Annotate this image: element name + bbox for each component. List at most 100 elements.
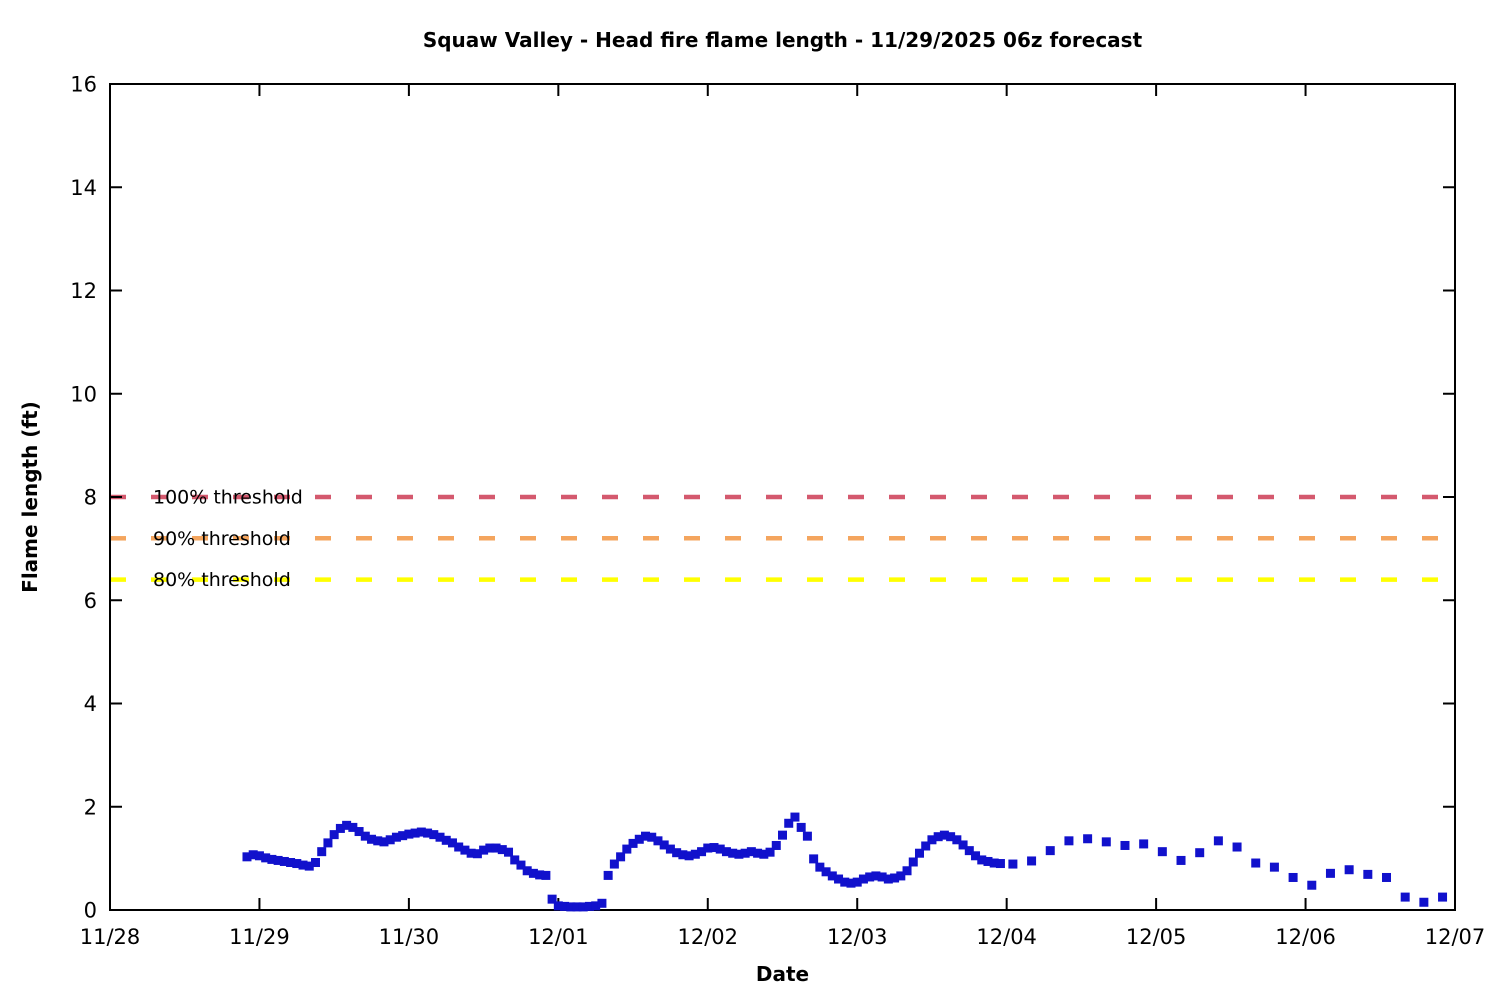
- y-tick-label: 2: [84, 795, 97, 819]
- y-tick-label: 0: [84, 899, 97, 923]
- data-point: [335, 823, 345, 833]
- data-point: [541, 870, 551, 880]
- data-point: [329, 830, 339, 840]
- data-point: [821, 867, 831, 877]
- x-tick-label: 12/04: [976, 925, 1037, 949]
- data-point: [572, 902, 582, 912]
- data-point: [778, 830, 787, 840]
- data-point: [441, 835, 451, 845]
- data-point: [977, 855, 987, 865]
- data-point: [528, 868, 538, 878]
- data-point: [1307, 880, 1317, 890]
- data-point: [709, 843, 719, 853]
- data-point: [1232, 842, 1242, 852]
- data-point: [342, 820, 352, 830]
- x-tick-label: 12/02: [678, 925, 739, 949]
- data-point: [1438, 892, 1448, 902]
- data-point: [995, 859, 1005, 869]
- data-point: [753, 848, 763, 858]
- data-point: [1027, 856, 1037, 866]
- data-point: [852, 877, 862, 887]
- y-tick-label: 14: [70, 176, 97, 200]
- data-point: [1344, 865, 1354, 875]
- data-point: [659, 840, 669, 850]
- data-point: [404, 829, 414, 839]
- x-tick-label: 11/28: [80, 925, 141, 949]
- data-point: [616, 852, 626, 862]
- data-point: [254, 851, 264, 861]
- data-point: [547, 894, 557, 904]
- data-point: [1176, 855, 1186, 865]
- data-point: [1363, 869, 1373, 879]
- data-point: [740, 848, 750, 858]
- data-point: [1064, 836, 1074, 846]
- data-point: [261, 853, 271, 863]
- data-point: [840, 877, 850, 887]
- data-point: [491, 843, 501, 853]
- data-point: [896, 871, 906, 881]
- data-point: [697, 847, 707, 857]
- data-point: [379, 837, 389, 847]
- y-tick-label: 8: [84, 486, 97, 510]
- data-point: [447, 838, 457, 848]
- data-point: [317, 847, 327, 857]
- data-point: [746, 847, 756, 857]
- data-point: [958, 840, 968, 850]
- data-point: [771, 840, 781, 850]
- data-point: [1139, 839, 1149, 849]
- data-point: [802, 831, 812, 841]
- data-point: [398, 831, 408, 841]
- threshold-label: 100% threshold: [153, 487, 303, 509]
- y-tick-label: 4: [84, 692, 97, 716]
- data-point: [983, 856, 993, 866]
- data-point: [672, 848, 682, 858]
- x-tick-label: 11/30: [379, 925, 440, 949]
- x-tick-label: 12/03: [827, 925, 888, 949]
- data-point: [367, 834, 377, 844]
- data-point: [628, 838, 638, 848]
- data-point: [622, 844, 632, 854]
- data-point: [516, 860, 526, 870]
- data-point: [877, 872, 887, 882]
- data-point: [292, 859, 302, 869]
- data-point: [834, 874, 844, 884]
- data-point: [690, 849, 700, 859]
- data-point: [827, 871, 837, 881]
- data-point: [416, 827, 426, 837]
- data-point: [566, 902, 576, 912]
- data-point: [790, 812, 800, 822]
- data-point: [1325, 868, 1335, 878]
- y-tick-label: 16: [70, 73, 97, 97]
- plot-border: [109, 83, 1456, 911]
- data-point: [267, 854, 277, 864]
- data-point: [603, 870, 613, 880]
- threshold-label: 90% threshold: [153, 528, 291, 550]
- data-point: [286, 858, 296, 868]
- data-point: [304, 861, 314, 871]
- data-point: [1120, 840, 1130, 850]
- data-point: [1083, 834, 1093, 844]
- data-point: [721, 847, 731, 857]
- data-point: [865, 872, 875, 882]
- data-point: [522, 866, 532, 876]
- data-point: [1101, 837, 1111, 847]
- data-point: [952, 835, 962, 845]
- chart-title: Squaw Valley - Head fire flame length - …: [422, 28, 1143, 52]
- data-point: [279, 856, 289, 866]
- data-point: [989, 858, 999, 868]
- data-point: [728, 848, 738, 858]
- threshold-label: 80% threshold: [153, 569, 291, 591]
- data-point: [1045, 846, 1055, 856]
- data-point: [684, 851, 694, 861]
- data-point: [796, 822, 806, 832]
- data-point: [485, 843, 495, 853]
- data-point: [653, 836, 663, 846]
- data-point: [1269, 862, 1279, 872]
- data-point: [391, 832, 401, 842]
- data-point: [298, 860, 308, 870]
- data-point: [939, 830, 949, 840]
- data-point: [927, 835, 937, 845]
- data-point: [360, 831, 370, 841]
